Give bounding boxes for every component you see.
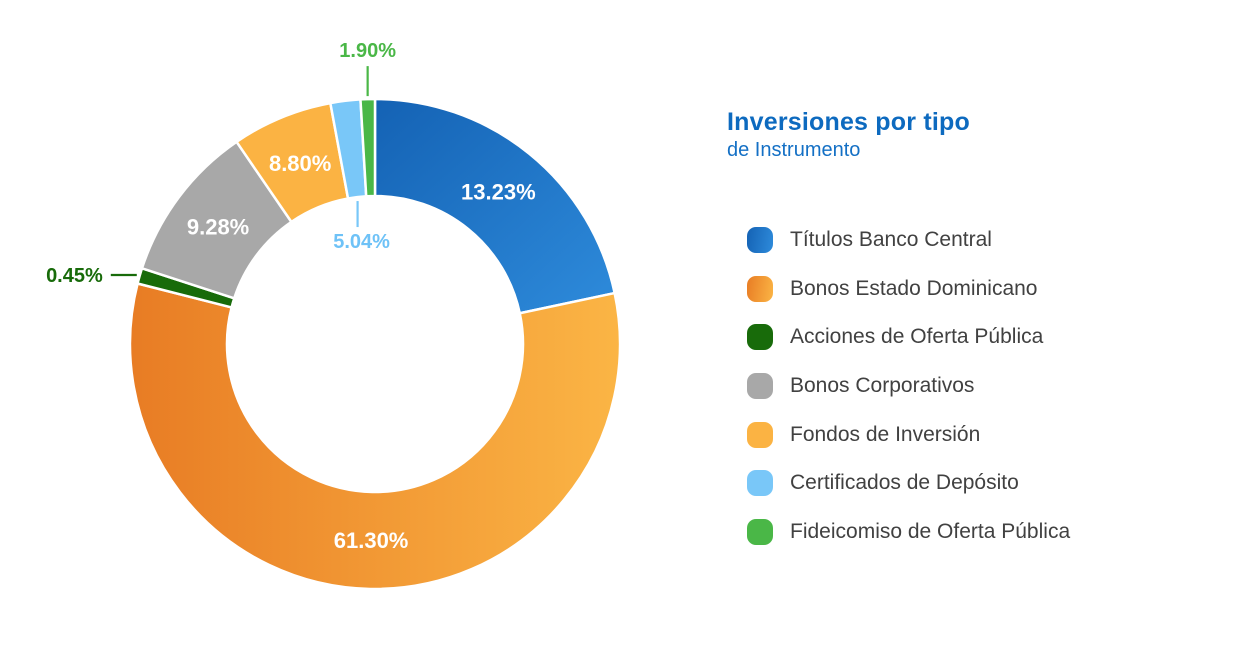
legend-label: Títulos Banco Central	[790, 228, 992, 251]
donut-slice-1	[128, 282, 622, 591]
donut-slice-6	[359, 97, 377, 198]
donut-slice-0	[373, 97, 616, 315]
legend-label: Certificados de Depósito	[790, 471, 1019, 495]
legend-swatch-icon	[747, 324, 773, 351]
legend-label: Fideicomiso de Oferta Pública	[790, 520, 1071, 544]
slice-percent-label-5: 5.04%	[333, 231, 390, 253]
legend-swatch-icon	[747, 227, 773, 253]
legend-label: Acciones de Oferta Pública	[790, 325, 1044, 349]
chart-title-block: Inversiones por tipo de Instrumento	[727, 108, 970, 162]
donut-chart: 13.23% 61.30% 0.45% 9.28% 8.80% 5.04% 1.90%	[46, 40, 622, 591]
legend-item-bonos-estado-dominicano: Bonos Estado Dominicano	[747, 275, 1070, 302]
legend-swatch-icon	[747, 275, 773, 302]
legend: Títulos Banco Central Bonos Estado Domin…	[747, 227, 1070, 568]
slice-percent-label-3: 9.28%	[187, 215, 249, 240]
legend-item-fondos-de-inversion: Fondos de Inversión	[747, 421, 1070, 448]
legend-swatch-icon	[747, 421, 773, 448]
legend-label: Fondos de Inversión	[790, 422, 981, 446]
legend-item-fideicomiso-oferta-publica: Fideicomiso de Oferta Pública	[747, 519, 1071, 546]
legend-swatch-icon	[747, 470, 773, 497]
slice-percent-label-2: 0.45%	[46, 265, 103, 287]
slice-percent-label-1: 61.30%	[334, 528, 409, 553]
legend-swatch-icon	[747, 519, 773, 546]
slice-percent-label-4: 8.80%	[269, 151, 331, 176]
legend-item-acciones-oferta-publica: Acciones de Oferta Pública	[747, 324, 1070, 351]
legend-item-titulos-banco-central: Títulos Banco Central	[747, 227, 1070, 253]
slice-percent-label-6: 1.90%	[339, 40, 396, 62]
legend-label: Bonos Estado Dominicano	[790, 276, 1038, 300]
slice-percent-label-0: 13.23%	[461, 180, 536, 205]
legend-item-certificados-de-deposito: Certificados de Depósito	[747, 470, 1070, 497]
legend-swatch-icon	[747, 373, 773, 400]
legend-item-bonos-corporativos: Bonos Corporativos	[747, 373, 1070, 400]
chart-title: Inversiones por tipo	[727, 108, 970, 136]
chart-subtitle: de Instrumento	[727, 138, 861, 161]
legend-label: Bonos Corporativos	[790, 374, 975, 398]
